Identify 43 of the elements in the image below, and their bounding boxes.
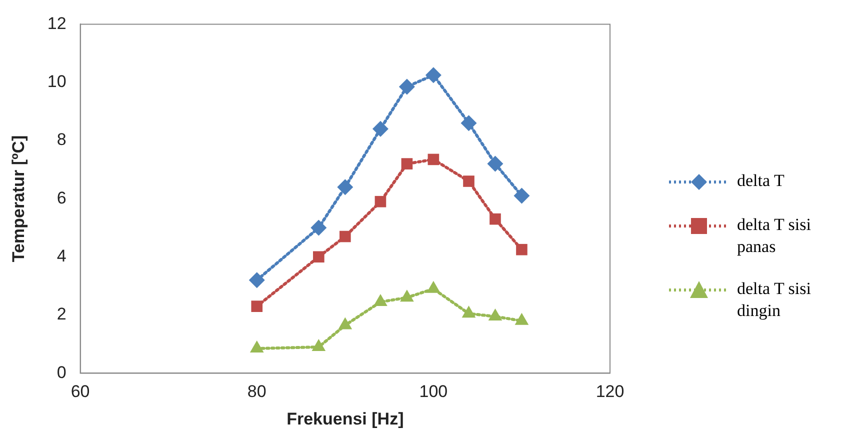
- legend-label: delta T sisi dingin: [737, 278, 812, 322]
- x-axis-title: Frekuensi [Hz]: [286, 409, 404, 428]
- x-tick-label: 100: [419, 382, 448, 402]
- point: [310, 220, 327, 236]
- point: [313, 251, 324, 263]
- legend-label: delta T sisi panas: [737, 214, 812, 258]
- point: [251, 300, 263, 312]
- point: [312, 339, 326, 352]
- x-tick-label: 60: [70, 382, 90, 402]
- y-tick-label: 10: [47, 72, 66, 92]
- point: [398, 78, 415, 95]
- point: [338, 317, 352, 330]
- point: [463, 176, 474, 187]
- x-tick-label: 120: [596, 382, 624, 402]
- y-tick-label: 0: [56, 362, 66, 382]
- legend-label: delta T: [737, 170, 786, 192]
- point: [374, 294, 388, 306]
- y-axis-title: Temperatur [ºC]: [8, 135, 28, 262]
- y-tick-label: 2: [56, 304, 66, 324]
- point: [372, 120, 388, 137]
- point: [426, 280, 440, 293]
- y-tick-label: 4: [56, 246, 66, 266]
- point: [460, 115, 477, 132]
- y-tick-label: 6: [56, 188, 66, 208]
- point: [400, 290, 414, 302]
- x-tick-label: 80: [247, 382, 266, 402]
- point: [337, 179, 354, 196]
- point: [488, 308, 502, 320]
- point: [248, 272, 265, 288]
- point: [401, 158, 413, 170]
- point: [374, 196, 386, 208]
- point: [514, 312, 529, 325]
- point: [340, 230, 351, 242]
- point: [487, 156, 504, 172]
- y-tick-label: 8: [56, 130, 66, 150]
- y-tick-label: 12: [47, 14, 66, 33]
- point: [425, 67, 442, 84]
- point: [428, 154, 440, 166]
- point: [490, 213, 501, 225]
- point: [250, 340, 264, 352]
- point: [462, 306, 476, 318]
- point: [514, 188, 530, 204]
- point: [516, 244, 528, 256]
